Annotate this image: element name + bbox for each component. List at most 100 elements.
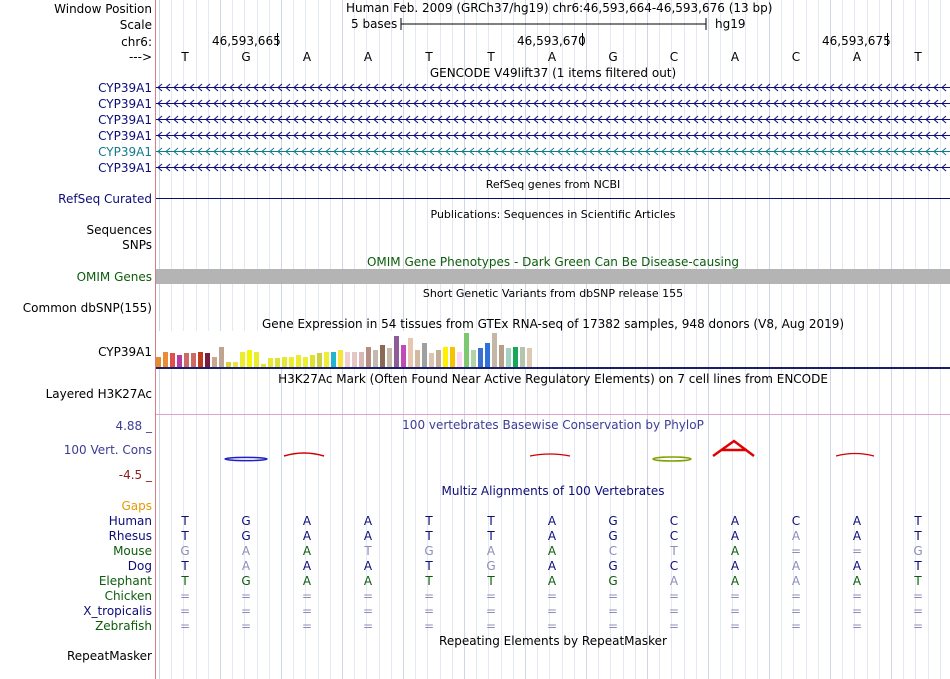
gtex-tissue-bar[interactable] xyxy=(492,333,497,367)
gtex-tissue-bar[interactable] xyxy=(170,353,175,367)
gtex-tissue-bar[interactable] xyxy=(415,350,420,367)
alignment-base: = xyxy=(546,619,558,633)
gtex-tissue-bar[interactable] xyxy=(450,347,455,367)
gtex-tissue-bar[interactable] xyxy=(436,350,441,367)
gtex-tissue-bar[interactable] xyxy=(205,353,210,367)
gtex-bar-chart[interactable] xyxy=(156,331,534,367)
track-area[interactable]: Human Feb. 2009 (GRCh37/hg19) chr6:46,59… xyxy=(156,0,950,679)
gtex-tissue-bar[interactable] xyxy=(184,353,189,367)
gtex-tissue-bar[interactable] xyxy=(394,336,399,367)
species-label[interactable]: Zebrafish xyxy=(95,619,152,633)
gtex-tissue-bar[interactable] xyxy=(261,364,266,367)
grid-line xyxy=(623,0,624,679)
gencode-gene-label[interactable]: CYP39A1 xyxy=(98,161,152,175)
alignment-base: A xyxy=(730,544,740,558)
gtex-tissue-bar[interactable] xyxy=(303,357,308,367)
sequences-track-label[interactable]: Sequences xyxy=(86,223,152,237)
gtex-tissue-bar[interactable] xyxy=(464,333,469,367)
species-label[interactable]: Human xyxy=(108,514,152,528)
gtex-tissue-bar[interactable] xyxy=(191,353,196,367)
gtex-tissue-bar[interactable] xyxy=(527,348,532,367)
gtex-tissue-bar[interactable] xyxy=(254,352,259,367)
gtex-tissue-bar[interactable] xyxy=(324,352,329,367)
gtex-tissue-bar[interactable] xyxy=(177,355,182,367)
gtex-tissue-bar[interactable] xyxy=(156,357,161,367)
refseq-track-label[interactable]: RefSeq Curated xyxy=(58,192,152,206)
gtex-tissue-bar[interactable] xyxy=(317,353,322,367)
species-label[interactable]: Mouse xyxy=(113,544,152,558)
refseq-gene-line[interactable] xyxy=(156,198,950,199)
gtex-tissue-bar[interactable] xyxy=(275,358,280,367)
gtex-tissue-bar[interactable] xyxy=(219,347,224,367)
gtex-track-label[interactable]: CYP39A1 xyxy=(98,345,152,359)
alignment-base: T xyxy=(487,574,495,588)
gtex-tissue-bar[interactable] xyxy=(226,362,231,367)
alignment-base: = xyxy=(301,619,313,633)
gtex-tissue-bar[interactable] xyxy=(471,350,476,367)
species-label[interactable]: X_tropicalis xyxy=(83,604,152,618)
gtex-tissue-bar[interactable] xyxy=(513,347,518,367)
dbsnp-track-label[interactable]: Common dbSNP(155) xyxy=(22,301,152,315)
grid-line xyxy=(830,0,831,679)
gtex-tissue-bar[interactable] xyxy=(212,357,217,367)
gencode-gene-label[interactable]: CYP39A1 xyxy=(98,129,152,143)
gencode-transcript[interactable] xyxy=(156,130,950,141)
gtex-tissue-bar[interactable] xyxy=(478,348,483,367)
gtex-tissue-bar[interactable] xyxy=(429,353,434,367)
gtex-tissue-bar[interactable] xyxy=(352,352,357,367)
gtex-tissue-bar[interactable] xyxy=(310,355,315,367)
gtex-tissue-bar[interactable] xyxy=(268,358,273,367)
grid-line xyxy=(915,0,916,679)
phylop-track-label[interactable]: 100 Vert. Cons xyxy=(63,443,152,457)
grid-line xyxy=(891,0,892,679)
gtex-tissue-bar[interactable] xyxy=(422,343,427,367)
gtex-tissue-bar[interactable] xyxy=(485,343,490,367)
species-label[interactable]: Dog xyxy=(127,559,152,573)
species-label[interactable]: Rhesus xyxy=(108,529,152,543)
gtex-tissue-bar[interactable] xyxy=(240,352,245,367)
h3k27ac-track-label[interactable]: Layered H3K27Ac xyxy=(45,387,152,401)
gencode-gene-label[interactable]: CYP39A1 xyxy=(98,145,152,159)
alignment-base: = xyxy=(790,619,802,633)
gtex-tissue-bar[interactable] xyxy=(233,362,238,367)
gencode-gene-label[interactable]: CYP39A1 xyxy=(98,97,152,111)
repeatmasker-track-label[interactable]: RepeatMasker xyxy=(66,649,152,663)
reference-base: T xyxy=(914,50,922,64)
gtex-tissue-bar[interactable] xyxy=(345,352,350,367)
gencode-transcript[interactable] xyxy=(156,114,950,125)
gtex-tissue-bar[interactable] xyxy=(408,338,413,367)
gencode-gene-label[interactable]: CYP39A1 xyxy=(98,81,152,95)
gtex-tissue-bar[interactable] xyxy=(499,345,504,367)
gencode-transcript[interactable] xyxy=(156,146,950,157)
gtex-tissue-bar[interactable] xyxy=(387,348,392,367)
species-label[interactable]: Elephant xyxy=(98,574,152,588)
gtex-tissue-bar[interactable] xyxy=(338,350,343,367)
omim-track-label[interactable]: OMIM Genes xyxy=(76,270,152,284)
gtex-tissue-bar[interactable] xyxy=(163,352,168,367)
omim-gene-bar[interactable] xyxy=(156,269,950,284)
gtex-tissue-bar[interactable] xyxy=(359,352,364,367)
gtex-tissue-bar[interactable] xyxy=(401,345,406,367)
gtex-tissue-bar[interactable] xyxy=(289,357,294,367)
gencode-transcript[interactable] xyxy=(156,98,950,109)
species-label[interactable]: Chicken xyxy=(104,589,152,603)
alignment-base: = xyxy=(851,604,863,618)
gencode-transcript[interactable] xyxy=(156,82,950,93)
alignment-base: G xyxy=(180,544,190,558)
phylop-conservation-plot[interactable] xyxy=(156,436,950,466)
gtex-tissue-bar[interactable] xyxy=(247,350,252,367)
gtex-tissue-bar[interactable] xyxy=(296,355,301,367)
gtex-tissue-bar[interactable] xyxy=(373,350,378,367)
gtex-tissue-bar[interactable] xyxy=(443,347,448,367)
gtex-tissue-bar[interactable] xyxy=(331,352,336,367)
gtex-tissue-bar[interactable] xyxy=(198,352,203,367)
snps-track-label[interactable]: SNPs xyxy=(122,238,152,252)
gencode-gene-label[interactable]: CYP39A1 xyxy=(98,113,152,127)
gtex-tissue-bar[interactable] xyxy=(457,352,462,367)
gtex-tissue-bar[interactable] xyxy=(520,347,525,367)
gtex-tissue-bar[interactable] xyxy=(282,357,287,367)
gencode-transcript[interactable] xyxy=(156,162,950,173)
gtex-tissue-bar[interactable] xyxy=(506,348,511,367)
gtex-tissue-bar[interactable] xyxy=(380,345,385,367)
gtex-tissue-bar[interactable] xyxy=(366,347,371,367)
